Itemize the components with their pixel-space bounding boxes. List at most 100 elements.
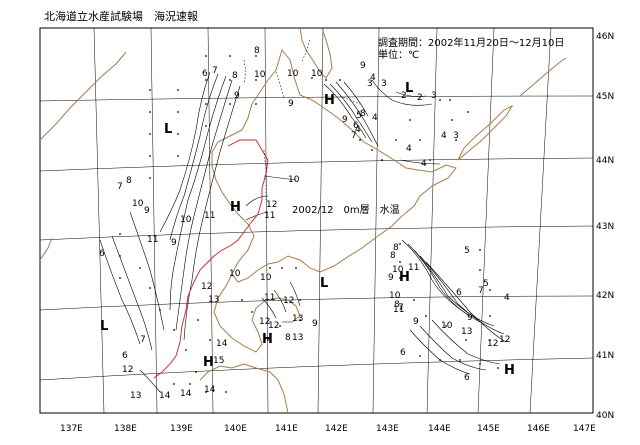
station-dot [459, 359, 461, 361]
station-dot [425, 315, 427, 317]
dotted-north-b [275, 71, 285, 99]
isotherm-label: 11 [264, 211, 275, 221]
isotherm-okhotsk-d [343, 81, 369, 117]
isotherm-label: 10 [311, 69, 323, 79]
isotherm-label: 12 [122, 365, 133, 375]
isotherm-label: 9 [171, 238, 177, 248]
isotherm-label: 10 [260, 273, 272, 283]
station-dot [149, 111, 151, 113]
station-dot [455, 139, 457, 141]
isotherm-label: 9 [388, 273, 394, 283]
station-dot [205, 79, 207, 81]
isotherm-okhotsk-2 [395, 91, 427, 97]
lon-label-145e: 145E [477, 424, 500, 434]
lon-label-140e: 140E [224, 424, 247, 434]
station-dot [241, 299, 243, 301]
isotherm-east-11 [419, 255, 505, 335]
map-frame [39, 27, 594, 414]
isotherm-label: 4 [504, 293, 510, 303]
isotherm-label: 7 [140, 335, 146, 345]
station-dot [299, 319, 301, 321]
sakhalin-coast [299, 27, 333, 79]
isotherm-label: 9 [360, 61, 366, 71]
station-dot [439, 359, 441, 361]
isotherm-label: 8 [232, 71, 238, 81]
station-dot [467, 111, 469, 113]
dotted-okhotsk [339, 95, 361, 105]
isotherm-east-9 [407, 243, 481, 323]
isotherm-label: 14 [180, 389, 192, 399]
isotherm-label: 6 [202, 69, 208, 79]
lon-label-141e: 141E [275, 424, 298, 434]
lon-label-138e: 138E [114, 424, 137, 434]
isotherm-label: 12 [499, 335, 510, 345]
isotherm-label: 6 [122, 351, 128, 361]
isotherm-label: 2 [401, 91, 407, 101]
isotherm-label: 4 [421, 159, 427, 169]
station-dot [205, 55, 207, 57]
station-dot [399, 261, 401, 263]
station-dot [371, 149, 373, 151]
station-dot [399, 243, 401, 245]
station-dot [413, 299, 415, 301]
latitude-labels: 46N 45N 44N 43N 42N 41N 40N [596, 32, 614, 421]
isotherm-label: 5 [464, 246, 470, 256]
isotherm-label: 11 [408, 263, 419, 273]
isotherm-label: 12 [268, 321, 279, 331]
isotherm-label: 10 [254, 70, 266, 80]
isotherm-label: 9 [312, 319, 318, 329]
observation-stations [119, 55, 499, 393]
mark-l-west-lower: L [100, 319, 108, 334]
isotherm-label: 6 [456, 288, 462, 298]
isotherm-label: 9 [413, 317, 419, 327]
isotherm-label: 6 [464, 373, 470, 383]
lat-label-42n: 42N [596, 291, 614, 301]
lon-line-140e [207, 27, 214, 414]
isotherm-label: 3 [431, 91, 437, 101]
dotted-central [263, 149, 267, 200]
station-dot [269, 267, 271, 269]
lon-line-139e [150, 27, 158, 414]
isotherm-label: 11 [264, 293, 275, 303]
station-dot [255, 103, 257, 105]
lon-label-144e: 144E [428, 424, 451, 434]
station-dot [489, 289, 491, 291]
isotherm-tsugaru-b [273, 289, 287, 313]
station-dot [139, 267, 141, 269]
isotherm-label: 12 [259, 317, 270, 327]
dotted-north-a [243, 59, 247, 85]
station-dot [267, 339, 269, 341]
station-dot [189, 383, 191, 385]
station-dot [479, 363, 481, 365]
kunashiri-coast [457, 104, 514, 161]
isotherm-label: 3 [367, 79, 373, 89]
isotherm-label: 10 [180, 215, 192, 225]
isotherm-label: 8 [360, 109, 366, 119]
isotherm-okhotsk-b [329, 83, 373, 143]
isotherm-label: 6 [353, 121, 359, 131]
station-dot [489, 339, 491, 341]
dotted-north-c [301, 39, 311, 63]
station-dot [409, 119, 411, 121]
mark-h-east-south: H [399, 270, 410, 285]
isotherm-label: 11 [147, 235, 158, 245]
station-dot [479, 249, 481, 251]
isotherm-label: 10 [287, 69, 299, 79]
station-dot [479, 269, 481, 271]
lon-line-145e [477, 27, 495, 414]
station-dot [229, 103, 231, 105]
station-dot [149, 89, 151, 91]
station-dot [195, 371, 197, 373]
isotherm-label: 10 [392, 265, 404, 275]
isotherm-label: 9 [342, 115, 348, 125]
isotherm-6-west [159, 71, 211, 233]
mark-l-west-upper: L [164, 122, 172, 137]
station-dot [205, 391, 207, 393]
lon-line-138e [93, 27, 105, 414]
lat-label-41n: 41N [596, 351, 614, 361]
isotherm-label: 3 [453, 131, 459, 141]
station-dot [229, 79, 231, 81]
mark-h-southeast: H [504, 363, 515, 378]
